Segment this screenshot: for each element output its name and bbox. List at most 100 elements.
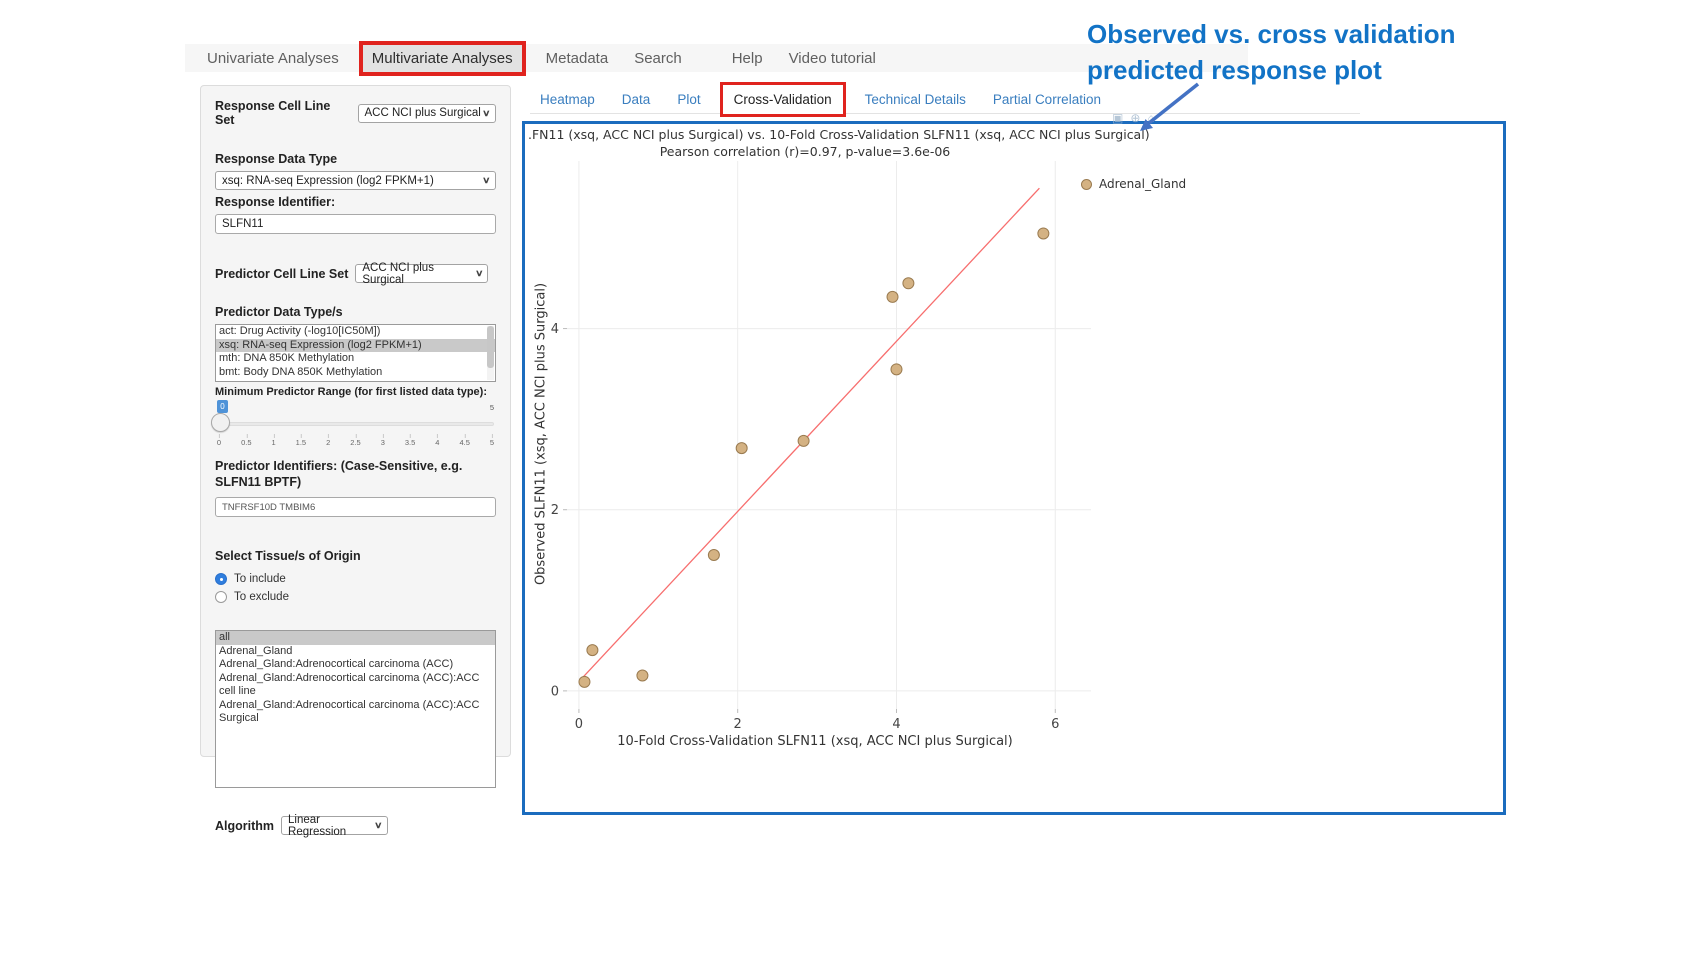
radio-option-to-include[interactable]: To include	[215, 570, 496, 588]
listbox-option-adrenal-gland-adrenocortical-carcinoma-a[interactable]: Adrenal_Gland:Adrenocortical carcinoma (…	[219, 658, 454, 670]
slider-tick-label: 3.5	[404, 434, 416, 447]
nav-item-metadata[interactable]: Metadata	[545, 49, 609, 67]
slider-track[interactable]	[217, 422, 494, 426]
slider-tick-label: 4	[435, 434, 440, 447]
predictor-cell-line-set-label: Predictor Cell Line Set	[215, 266, 349, 281]
listbox-option-xsq-rna-seq-expression-log2-fpkm-1[interactable]: xsq: RNA-seq Expression (log2 FPKM+1)	[216, 338, 495, 352]
radio-button-icon[interactable]	[215, 573, 227, 585]
legend-item[interactable]: Adrenal_Gland	[1081, 177, 1186, 191]
scatter-point[interactable]	[886, 290, 899, 303]
listbox-option-all[interactable]: all	[216, 631, 495, 645]
scatter-point[interactable]	[902, 277, 915, 290]
tabs-divider	[530, 113, 1360, 114]
nav-item-help[interactable]: Help	[731, 49, 763, 67]
legend-label: Adrenal_Gland	[1099, 177, 1187, 191]
response-data-type-select[interactable]: xsq: RNA-seq Expression (log2 FPKM+1) ∨	[215, 171, 496, 190]
listbox-option-mth-dna-850k-methylation[interactable]: mth: DNA 850K Methylation	[219, 352, 355, 364]
chevron-down-icon: ∨	[474, 268, 484, 278]
predictor-identifiers-input[interactable]	[215, 497, 496, 517]
tab-cross-validation[interactable]: Cross-Validation	[719, 82, 846, 117]
response-identifier-input[interactable]	[215, 214, 496, 234]
slider-tick-label: 1.5	[295, 434, 307, 447]
slider-tick-label: 1	[271, 434, 276, 447]
chevron-down-icon: ∨	[482, 175, 491, 185]
x-tick-label: 4	[892, 717, 900, 732]
listbox-scrollbar-thumb[interactable]	[487, 326, 494, 369]
listbox-option-adrenal-gland[interactable]: Adrenal_Gland	[219, 644, 293, 657]
tab-technical-details[interactable]: Technical Details	[864, 92, 966, 107]
x-tick-label: 2	[734, 717, 742, 732]
annotation-text: Observed vs. cross validation predicted …	[1087, 16, 1456, 88]
radio-label: To include	[234, 573, 286, 585]
nav-item-multivariate-analyses[interactable]: Multivariate Analyses	[358, 40, 526, 76]
min-predictor-range-slider: 0 5 0 0.5 1 1.5 2 2.5 3 3.5 4 4.5 5	[211, 400, 496, 450]
algorithm-label: Algorithm	[215, 818, 275, 833]
listbox-option-bmt-body-dna-850k-methylation[interactable]: bmt: Body DNA 850K Methylation	[219, 365, 383, 378]
predictor-cell-line-set-select[interactable]: ACC NCI plus Surgical ∨	[355, 262, 489, 286]
zoom-icon[interactable]: ⊕	[1130, 111, 1141, 125]
scatter-point[interactable]	[735, 442, 748, 455]
y-tick-label: 4	[551, 322, 559, 337]
radio-button-icon[interactable]	[215, 591, 227, 603]
algorithm-select[interactable]: Linear Regression ∨	[281, 814, 389, 838]
nav-item-search[interactable]: Search	[634, 49, 682, 67]
radio-option-to-exclude[interactable]: To exclude	[215, 588, 496, 606]
scatter-point[interactable]	[578, 675, 591, 688]
y-tick-label: 2	[551, 503, 559, 518]
radio-label: To exclude	[234, 591, 289, 603]
tissue-origin-label: Select Tissue/s of Origin	[215, 549, 361, 563]
response-identifier-label: Response Identifier:	[215, 195, 336, 209]
y-axis-title: Observed SLFN11 (xsq, ACC NCI plus Surgi…	[533, 282, 549, 586]
tab-plot[interactable]: Plot	[677, 92, 701, 107]
home-icon[interactable]: ⌂	[1147, 111, 1155, 125]
slider-max-label: 5	[489, 403, 494, 412]
annotation-arrow	[1140, 82, 1200, 131]
cross-validation-plot-frame: 0 2 4 6 0 2 4 .FN11 (xsq, ACC NCI plus Surgica…	[522, 121, 1506, 815]
tab-partial-correlation[interactable]: Partial Correlation	[992, 92, 1101, 107]
camera-icon[interactable]: ▣	[1112, 111, 1124, 125]
annotation-line2: predicted response plot	[1087, 55, 1382, 85]
listbox-option-adrenal-gland-adrenocortical-carcinoma-a[interactable]: Adrenal_Gland:Adrenocortical carcinoma (…	[219, 671, 480, 698]
slider-tick-label: 5	[489, 434, 495, 447]
slider-value-badge: 0	[217, 400, 228, 413]
nav-item-univariate-analyses[interactable]: Univariate Analyses	[207, 49, 339, 67]
cross-validation-chart: 0 2 4 6 0 2 4	[551, 161, 1091, 732]
y-tick-label: 0	[551, 684, 559, 699]
x-axis-title: 10-Fold Cross-Validation SLFN11 (xsq, AC…	[617, 734, 1013, 749]
slider-tick-label: 2.5	[350, 434, 361, 447]
response-cell-line-set-label: Response Cell Line Set	[215, 99, 331, 127]
tissue-radio-group: To include To exclude	[215, 570, 496, 606]
navbar: Univariate Analyses Multivariate Analyses…	[185, 40, 1248, 76]
slider-handle[interactable]	[211, 413, 230, 432]
response-data-type-label: Response Data Type	[215, 152, 338, 166]
scatter-point[interactable]	[636, 669, 649, 682]
scatter-point[interactable]	[1037, 227, 1050, 240]
scatter-point[interactable]	[707, 549, 720, 562]
listbox-option-act-drug-activity-log10-ic50m[interactable]: act: Drug Activity (-log10[IC50M])	[219, 325, 381, 337]
x-tick-label: 6	[1051, 717, 1059, 732]
annotation-line1: Observed vs. cross validation	[1087, 19, 1456, 49]
nav-item-video-tutorial[interactable]: Video tutorial	[788, 49, 876, 67]
predictor-data-types-label: Predictor Data Type/s	[215, 305, 343, 319]
tab-data[interactable]: Data	[621, 92, 651, 107]
plot-subtitle: Pearson correlation (r)=0.97, p-value=3.…	[659, 144, 951, 159]
chevron-down-icon: ∨	[374, 820, 384, 830]
scatter-point[interactable]	[797, 434, 810, 447]
result-tabs: Heatmap Data Plot Cross-Validation Technical…	[540, 82, 1101, 117]
plot-modebar: ▣ ⊕ ⌂	[1112, 111, 1155, 125]
listbox-scrollbar	[487, 326, 494, 380]
scatter-point[interactable]	[890, 363, 903, 376]
legend-marker-icon	[1081, 178, 1092, 190]
listbox-option-adrenal-gland-adrenocortical-carcinoma-a[interactable]: Adrenal_Gland:Adrenocortical carcinoma (…	[219, 698, 480, 725]
slider-tick-label: 0.5	[241, 434, 252, 447]
scatter-point[interactable]	[586, 644, 599, 657]
tissue-listbox: all Adrenal_Gland Adrenal_Gland:Adrenocort…	[215, 630, 496, 788]
slider-tick-label: 0	[216, 434, 222, 447]
slider-tick-label: 2	[326, 434, 331, 447]
tab-heatmap[interactable]: Heatmap	[540, 92, 595, 107]
sidebar-panel: Response Cell Line Set ACC NCI plus Surg…	[200, 85, 511, 838]
x-tick-label: 0	[575, 717, 583, 732]
regression-line	[582, 187, 1040, 678]
response-cell-line-set-select[interactable]: ACC NCI plus Surgical ∨	[357, 103, 496, 123]
